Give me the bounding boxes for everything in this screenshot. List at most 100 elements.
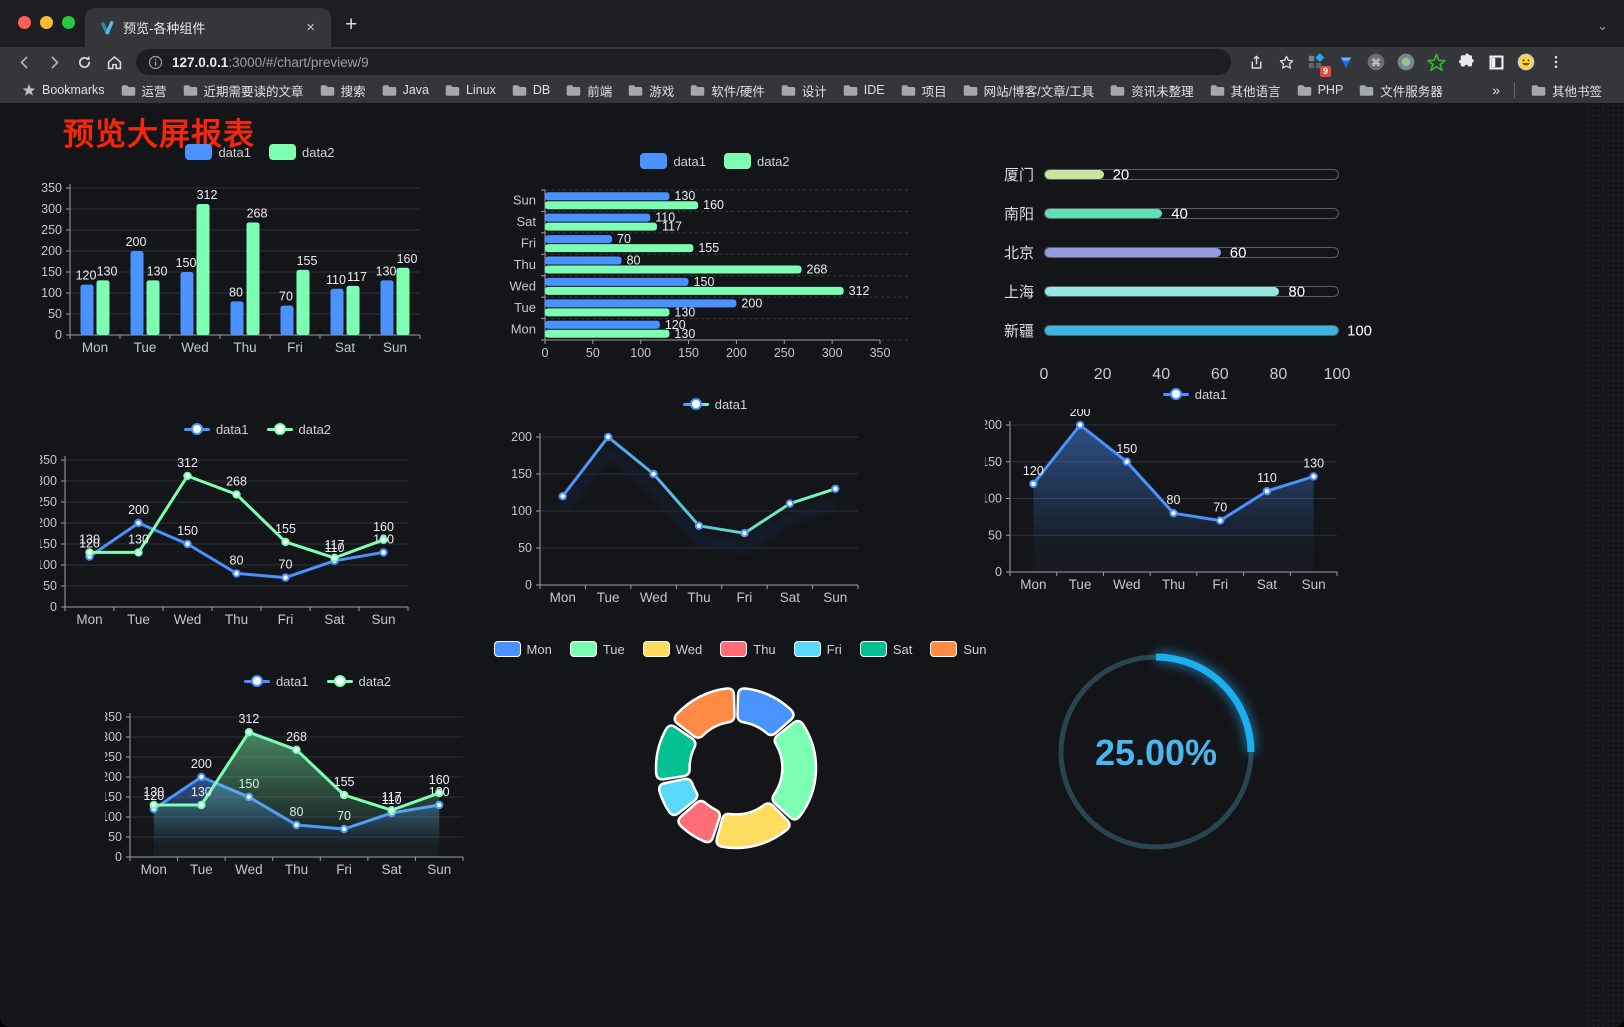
- bookmark-folder-item[interactable]: 前端: [558, 78, 620, 103]
- extension-frame-icon[interactable]: [1483, 49, 1509, 75]
- back-button[interactable]: [10, 49, 38, 75]
- svg-text:150: 150: [105, 790, 122, 804]
- blue-area-line-chart: data1 0 50 100 150 200 Mon Tue Wed Thu Fri Sat Sun 12…: [981, 385, 1405, 597]
- close-tab-icon[interactable]: ×: [306, 19, 315, 36]
- data-point: [149, 800, 158, 810]
- bookmarks-root[interactable]: Bookmarks: [14, 80, 113, 100]
- value-label: 150: [176, 256, 197, 270]
- extension-badge: 9: [1319, 66, 1331, 77]
- bookmark-folder-item[interactable]: DB: [504, 80, 558, 100]
- new-tab-button[interactable]: +: [345, 13, 358, 36]
- bookmark-star-icon[interactable]: [1273, 49, 1299, 75]
- forward-button[interactable]: [40, 49, 68, 75]
- chart-legend: data1 data2: [105, 672, 530, 690]
- maximize-window-button[interactable]: [62, 16, 75, 29]
- legend-swatch: [243, 674, 270, 688]
- svg-text:100: 100: [105, 810, 122, 824]
- bookmark-folder-item[interactable]: 项目: [893, 78, 955, 103]
- data-point: [244, 728, 254, 737]
- reload-button[interactable]: [70, 49, 98, 75]
- browser-tab[interactable]: 预览-各种组件 ×: [85, 8, 331, 47]
- toolbar-actions: 9 ⌘: [1243, 49, 1569, 77]
- legend-item[interactable]: Tue: [569, 641, 625, 657]
- bookmark-folder-item[interactable]: 文件服务器: [1351, 78, 1451, 103]
- dashboard-page: 预览大屏报表 data1 data2 0 50 100 150 200 250 300 350 Mo…: [0, 103, 1624, 1027]
- legend-item[interactable]: data1: [640, 153, 706, 169]
- legend-item[interactable]: data2: [269, 144, 335, 160]
- axis-tick-label: 60: [1210, 366, 1229, 383]
- other-bookmarks-folder[interactable]: 其他书签: [1523, 78, 1610, 103]
- bookmark-folder-item[interactable]: 网站/博客/文章/工具: [955, 78, 1102, 103]
- svg-text:200: 200: [511, 430, 532, 444]
- legend-label: data2: [302, 144, 335, 160]
- bookmark-folder-item[interactable]: 资讯未整理: [1102, 78, 1202, 103]
- bookmark-folder-item[interactable]: 近期需要读的文章: [175, 78, 312, 103]
- data-point: [1169, 509, 1178, 518]
- bookmark-folder-label: 资讯未整理: [1131, 84, 1194, 99]
- extension-green-dot-icon[interactable]: [1393, 49, 1419, 75]
- site-info-icon[interactable]: [148, 55, 163, 70]
- bookmarks-overflow-chevron[interactable]: »: [1492, 82, 1500, 98]
- extension-command-icon[interactable]: ⌘: [1363, 49, 1389, 75]
- extension-tampermonkey-icon[interactable]: 9: [1303, 49, 1331, 77]
- data-point: [435, 788, 444, 798]
- legend-item[interactable]: data1: [243, 674, 309, 689]
- legend-item[interactable]: data1: [185, 144, 251, 160]
- legend-item[interactable]: Sat: [859, 641, 912, 657]
- bookmark-folder-list: 运营 近期需要读的文章 搜索 Java Linux DB 前端 游戏 软件/硬件 设计 IDE 项目 网…: [113, 78, 1451, 103]
- url-bar[interactable]: 127.0.0.1:3000/#/chart/preview/9: [136, 49, 1231, 75]
- value-label: 70: [279, 558, 293, 572]
- legend-item[interactable]: Thu: [720, 641, 776, 657]
- bar: [545, 213, 651, 222]
- bookmark-folder-item[interactable]: 运营: [113, 78, 175, 103]
- legend-item[interactable]: data2: [326, 674, 391, 689]
- svg-text:Tue: Tue: [1069, 577, 1092, 592]
- browser-menu-icon[interactable]: [1543, 49, 1569, 75]
- bookmark-folder-item[interactable]: 搜索: [312, 78, 374, 103]
- tab-search-chevron-icon[interactable]: ⌄: [1597, 18, 1608, 33]
- progress-row: 北京 60: [990, 233, 1400, 272]
- bar: [545, 277, 689, 286]
- bookmark-folder-item[interactable]: Linux: [437, 80, 504, 100]
- value-label: 130: [97, 264, 118, 278]
- bookmark-folder-item[interactable]: 其他语言: [1202, 78, 1289, 103]
- legend-item[interactable]: data1: [682, 397, 747, 412]
- bookmark-folder-label: 前端: [587, 84, 613, 99]
- minimize-window-button[interactable]: [40, 16, 53, 29]
- bookmark-folder-item[interactable]: 游戏: [620, 78, 682, 103]
- svg-text:⌘: ⌘: [1371, 58, 1381, 69]
- bar: [545, 286, 844, 295]
- legend-item[interactable]: Fri: [793, 641, 842, 657]
- close-window-button[interactable]: [18, 16, 31, 29]
- legend-item[interactable]: data2: [724, 153, 790, 169]
- progress-row: 厦门 20: [990, 155, 1400, 194]
- bookmark-folder-item[interactable]: IDE: [835, 80, 893, 100]
- bookmark-folder-item[interactable]: PHP: [1289, 80, 1352, 100]
- svg-text:Tue: Tue: [597, 590, 620, 605]
- value-label: 312: [177, 456, 198, 470]
- legend-item[interactable]: Wed: [642, 641, 702, 657]
- legend-item[interactable]: data2: [266, 422, 331, 437]
- extension-emoji-icon[interactable]: [1513, 49, 1539, 75]
- bookmark-folder-item[interactable]: 软件/硬件: [682, 78, 772, 103]
- extensions-puzzle-icon[interactable]: [1453, 49, 1479, 75]
- pie-slice-sun: [673, 687, 736, 739]
- bookmark-folder-label: 软件/硬件: [711, 84, 765, 99]
- bookmark-folder-item[interactable]: Java: [374, 80, 437, 100]
- extension-green-star-icon[interactable]: [1423, 49, 1449, 75]
- progress-fill: [1045, 170, 1104, 179]
- legend-item[interactable]: data1: [183, 422, 249, 437]
- share-icon[interactable]: [1243, 49, 1269, 75]
- tab-title: 预览-各种组件: [123, 21, 206, 36]
- legend-item[interactable]: Sun: [930, 641, 986, 657]
- svg-text:100: 100: [985, 492, 1002, 506]
- home-button[interactable]: [100, 49, 128, 75]
- data-point: [281, 537, 290, 547]
- axis-tick-label: 40: [1152, 366, 1171, 383]
- extension-gem-icon[interactable]: [1333, 49, 1359, 75]
- bookmark-folder-item[interactable]: 设计: [773, 78, 835, 103]
- legend-item[interactable]: Mon: [493, 641, 552, 657]
- legend-item[interactable]: data1: [1162, 387, 1227, 402]
- data-point: [232, 569, 241, 578]
- svg-text:200: 200: [726, 346, 747, 360]
